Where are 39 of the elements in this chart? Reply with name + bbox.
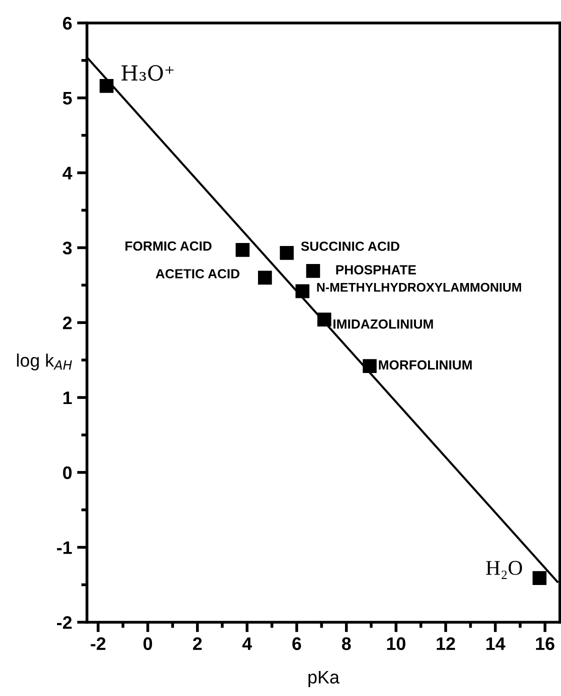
annotation: IMIDAZOLINIUM bbox=[334, 319, 433, 329]
point bbox=[306, 264, 320, 278]
y-tick-label: -2 bbox=[57, 616, 72, 629]
annotation: N-METHYLHYDROXYLAMMONIUM bbox=[317, 282, 522, 292]
x-tick-label: 0 bbox=[143, 637, 152, 650]
y-tick-label: 3 bbox=[62, 242, 72, 254]
x-tick-label: 2 bbox=[193, 637, 202, 650]
point bbox=[532, 571, 546, 585]
y-tick-label: 0 bbox=[63, 466, 72, 480]
x-tick-label: -2 bbox=[90, 637, 106, 650]
annotation: H₃O⁺ bbox=[122, 65, 174, 81]
y-tick-label: 6 bbox=[62, 16, 72, 30]
y-tick-label: 4 bbox=[62, 166, 72, 180]
y-axis-title: log k$_{AH}$ bbox=[17, 354, 72, 370]
x-tick-label: 4 bbox=[242, 637, 252, 650]
x-axis-title: pKa bbox=[308, 670, 340, 688]
x-tick-label: 6 bbox=[292, 637, 302, 650]
point bbox=[362, 359, 377, 373]
point bbox=[295, 284, 310, 298]
point bbox=[280, 246, 294, 260]
y-tick-label: 1 bbox=[63, 392, 72, 404]
y-tick-label: 5 bbox=[62, 92, 72, 105]
annotation: SUCCINIC ACID bbox=[301, 242, 400, 251]
annotation: H₂O bbox=[486, 560, 522, 579]
annotation: PHOSPHATE bbox=[336, 265, 416, 274]
point bbox=[258, 270, 272, 285]
annotation: ACETIC ACID bbox=[156, 269, 240, 278]
annotation: MORFOLINIUM bbox=[378, 360, 472, 370]
x-tick-label: 10 bbox=[387, 637, 406, 650]
y-tick-label: 2 bbox=[62, 316, 72, 330]
point bbox=[100, 78, 114, 93]
point bbox=[317, 312, 332, 327]
annotation: FORMIC ACID bbox=[125, 241, 212, 251]
y-tick-label: -1 bbox=[57, 541, 72, 554]
x-tick-label: 16 bbox=[536, 637, 554, 650]
x-tick-label: 8 bbox=[342, 637, 351, 650]
x-tick-label: 14 bbox=[486, 637, 506, 650]
point bbox=[236, 242, 250, 257]
x-tick-label: 12 bbox=[436, 637, 455, 650]
